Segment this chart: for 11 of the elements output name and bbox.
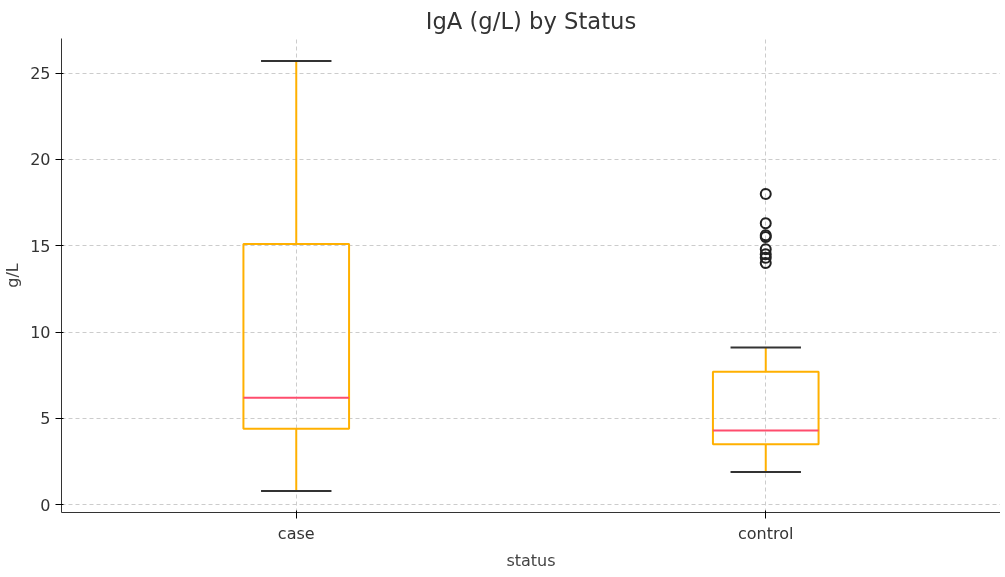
y-tick-label: 0 [40,495,51,515]
y-tick-label: 5 [40,409,51,429]
x-tick-label: control [738,523,794,543]
y-tick-label: 15 [30,236,51,256]
y-tick-label: 10 [30,323,51,343]
y-axis-title: g/L [3,263,23,288]
y-tick-label: 20 [30,150,51,170]
chart-title: IgA (g/L) by Status [425,7,637,34]
y-tick-label: 25 [30,64,51,84]
x-tick-label: case [277,523,315,543]
x-axis-title: status [506,550,556,570]
